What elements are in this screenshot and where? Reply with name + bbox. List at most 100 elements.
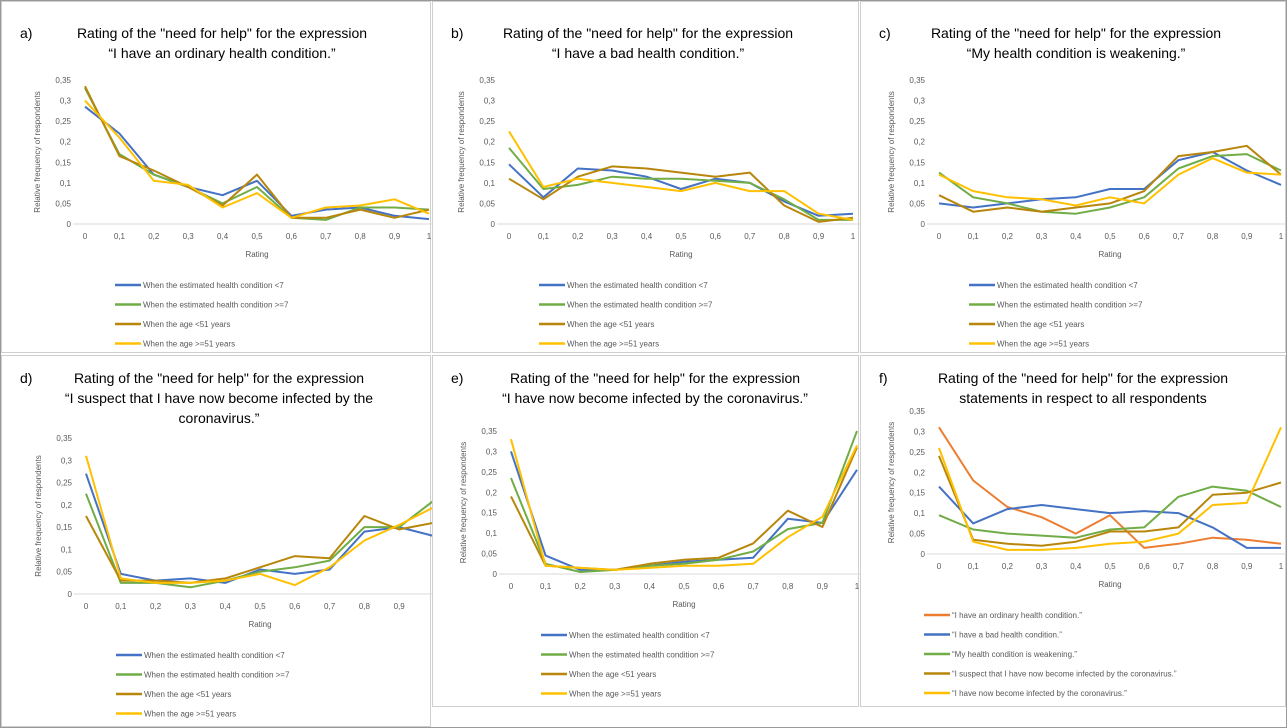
chart-title-line: Rating of the "need for help" for the ex… <box>74 370 364 386</box>
y-tick-label: 0 <box>493 570 498 579</box>
series-line-4 <box>510 438 858 571</box>
chart-svg-a: a) Rating of the "need for help" for the … <box>20 25 432 349</box>
x-tick-label: 0,8 <box>1207 232 1219 241</box>
panel-label: c) <box>879 25 891 41</box>
x-tick-label: 0,6 <box>710 232 722 241</box>
x-tick-label: 0,5 <box>251 232 263 241</box>
x-axis-title: Rating <box>1098 580 1121 589</box>
x-tick-label: 0 <box>84 602 89 611</box>
panel-label: e) <box>451 370 463 386</box>
x-tick-label: 0,6 <box>1139 562 1151 571</box>
x-tick-label: 1 <box>1279 562 1284 571</box>
y-tick-label: 0,1 <box>914 509 926 518</box>
y-tick-label: 0,05 <box>909 530 925 539</box>
legend-label: When the estimated health condition <7 <box>569 631 710 640</box>
x-tick-label: 0,1 <box>538 232 550 241</box>
x-tick-label: 0,2 <box>150 602 162 611</box>
x-axis-title: Rating <box>245 250 268 259</box>
chart-title-line: statements in respect to all respondents <box>959 390 1206 406</box>
y-tick-label: 0,35 <box>55 76 71 85</box>
series-line-1 <box>84 105 430 221</box>
y-tick-label: 0,05 <box>56 568 72 577</box>
legend-label: When the estimated health condition <7 <box>143 281 284 290</box>
chart-panel-e: e) Rating of the "need for help" for the … <box>432 355 860 707</box>
legend-label: When the age <51 years <box>144 690 231 699</box>
chart-panel-f: f) Rating of the "need for help" for the … <box>860 355 1287 707</box>
chart-svg-e: e) Rating of the "need for help" for the … <box>451 370 860 699</box>
legend-label: When the estimated health condition >=7 <box>567 301 713 310</box>
chart-title-line: “My health condition is weakening.” <box>967 45 1186 61</box>
x-tick-label: 0,3 <box>183 232 195 241</box>
series-line-4 <box>508 130 854 221</box>
series-line-1 <box>938 426 1282 549</box>
chart-title-line: Rating of the "need for help" for the ex… <box>503 25 793 41</box>
x-tick-label: 1 <box>1279 232 1284 241</box>
x-tick-label: 0,3 <box>185 602 197 611</box>
x-axis-title: Rating <box>1098 250 1121 259</box>
x-tick-label: 0,8 <box>1207 562 1219 571</box>
y-tick-label: 0,2 <box>60 138 72 147</box>
chart-svg-b: b) Rating of the "need for help" for the … <box>451 25 860 349</box>
y-tick-label: 0,25 <box>56 479 72 488</box>
y-tick-label: 0 <box>921 220 926 229</box>
x-tick-label: 0,1 <box>540 582 552 591</box>
x-tick-label: 0,5 <box>675 232 687 241</box>
x-tick-label: 1 <box>855 582 860 591</box>
x-tick-label: 0,9 <box>817 582 829 591</box>
y-tick-label: 0,3 <box>914 97 926 106</box>
x-tick-label: 0,4 <box>641 232 653 241</box>
y-tick-label: 0,05 <box>55 199 71 208</box>
x-tick-label: 0 <box>507 232 512 241</box>
y-axis-title: Relative frequency of respondents <box>887 422 896 543</box>
legend-label: “I have now become infected by the coron… <box>952 689 1127 698</box>
y-tick-label: 0,25 <box>55 117 71 126</box>
legend-label: When the estimated health condition >=7 <box>143 301 289 310</box>
series-line-2 <box>85 493 432 589</box>
x-tick-label: 0,7 <box>1173 232 1185 241</box>
chart-title-line: coronavirus.” <box>179 410 260 426</box>
x-tick-label: 0,4 <box>644 582 656 591</box>
legend-label: When the age >=51 years <box>143 340 235 349</box>
legend-label: When the age <51 years <box>569 670 656 679</box>
y-tick-label: 0,05 <box>909 199 925 208</box>
series-line-4 <box>85 455 432 587</box>
y-tick-label: 0,3 <box>914 427 926 436</box>
series-line-4 <box>938 455 1282 547</box>
legend-label: When the estimated health condition >=7 <box>144 671 290 680</box>
y-tick-label: 0,05 <box>479 199 495 208</box>
legend-label: “I have an ordinary health condition.” <box>952 611 1082 620</box>
x-tick-label: 0 <box>937 232 942 241</box>
y-axis-title: Relative frequency of respondents <box>459 442 468 563</box>
x-tick-label: 0,7 <box>324 602 336 611</box>
x-tick-label: 0,4 <box>220 602 232 611</box>
y-tick-label: 0,15 <box>481 509 497 518</box>
series-line-4 <box>938 157 1282 207</box>
legend-label: When the estimated health condition <7 <box>567 281 708 290</box>
y-tick-label: 0,3 <box>486 447 498 456</box>
series-line-3 <box>938 144 1282 213</box>
x-tick-label: 0,4 <box>1070 562 1082 571</box>
y-axis-title: Relative frequency of respondents <box>33 91 42 212</box>
x-tick-label: 0,3 <box>607 232 619 241</box>
x-tick-label: 0,7 <box>748 582 760 591</box>
y-tick-label: 0,1 <box>486 529 498 538</box>
y-tick-label: 0,2 <box>484 138 496 147</box>
y-tick-label: 0,15 <box>909 158 925 167</box>
legend-label: When the age <51 years <box>567 320 654 329</box>
x-tick-label: 0,3 <box>1036 232 1048 241</box>
panel-label: b) <box>451 25 463 41</box>
y-tick-label: 0 <box>68 590 73 599</box>
legend-label: “I have a bad health condition.” <box>952 631 1062 640</box>
chart-svg-d: d) Rating of the "need for help" for the … <box>20 370 432 719</box>
y-tick-label: 0,25 <box>479 117 495 126</box>
series-line-3 <box>508 165 854 223</box>
x-tick-label: 0,9 <box>389 232 401 241</box>
legend-label: When the age >=51 years <box>144 710 236 719</box>
x-tick-label: 0,3 <box>1036 562 1048 571</box>
x-tick-label: 0,8 <box>779 232 791 241</box>
x-tick-label: 0,8 <box>355 232 367 241</box>
chart-panel-d: d) Rating of the "need for help" for the … <box>1 355 432 727</box>
y-tick-label: 0,15 <box>479 158 495 167</box>
series-line-3 <box>510 446 858 571</box>
x-tick-label: 0,4 <box>217 232 229 241</box>
